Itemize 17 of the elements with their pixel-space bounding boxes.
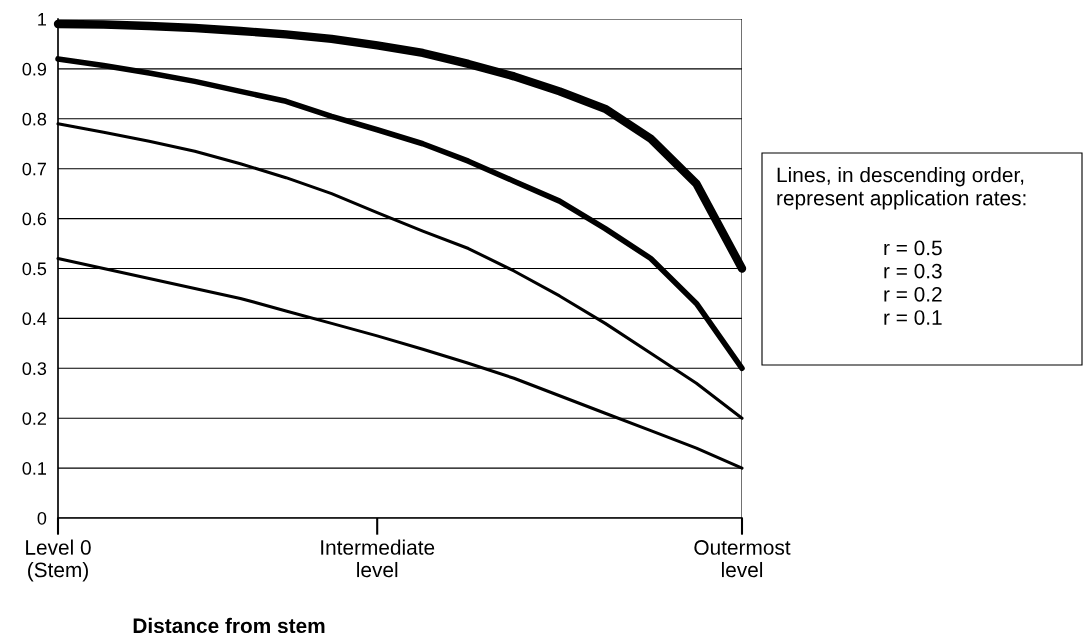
y-tick-label: 1: [38, 13, 47, 26]
y-tick-label: 0.7: [22, 162, 46, 176]
x-axis-title: Distance from stem: [133, 617, 325, 634]
y-tick-label: 0.2: [22, 412, 46, 425]
text: r = 0.5 r = 0.3 r = 0.2 r = 0.1: [884, 240, 942, 325]
x-tick-label: Outermost level: [694, 540, 791, 578]
y-tick-label: 0.3: [22, 362, 47, 376]
y-tick-label: 0.6: [22, 212, 47, 226]
x-tick-label: Level 0 (Stem): [26, 539, 91, 582]
text: Lines, in descending order, represent application rates:: [777, 167, 1026, 210]
y-tick-label: 0.1: [22, 462, 47, 475]
y-tick-label: 0.5: [22, 262, 47, 276]
y-tick-label: 0.4: [22, 312, 47, 326]
y-tick-label: 0: [37, 511, 47, 525]
x-tick-label: Intermediate level: [321, 539, 435, 578]
y-tick-label: 0.9: [22, 62, 47, 76]
y-tick-label: 0.8: [22, 112, 47, 126]
